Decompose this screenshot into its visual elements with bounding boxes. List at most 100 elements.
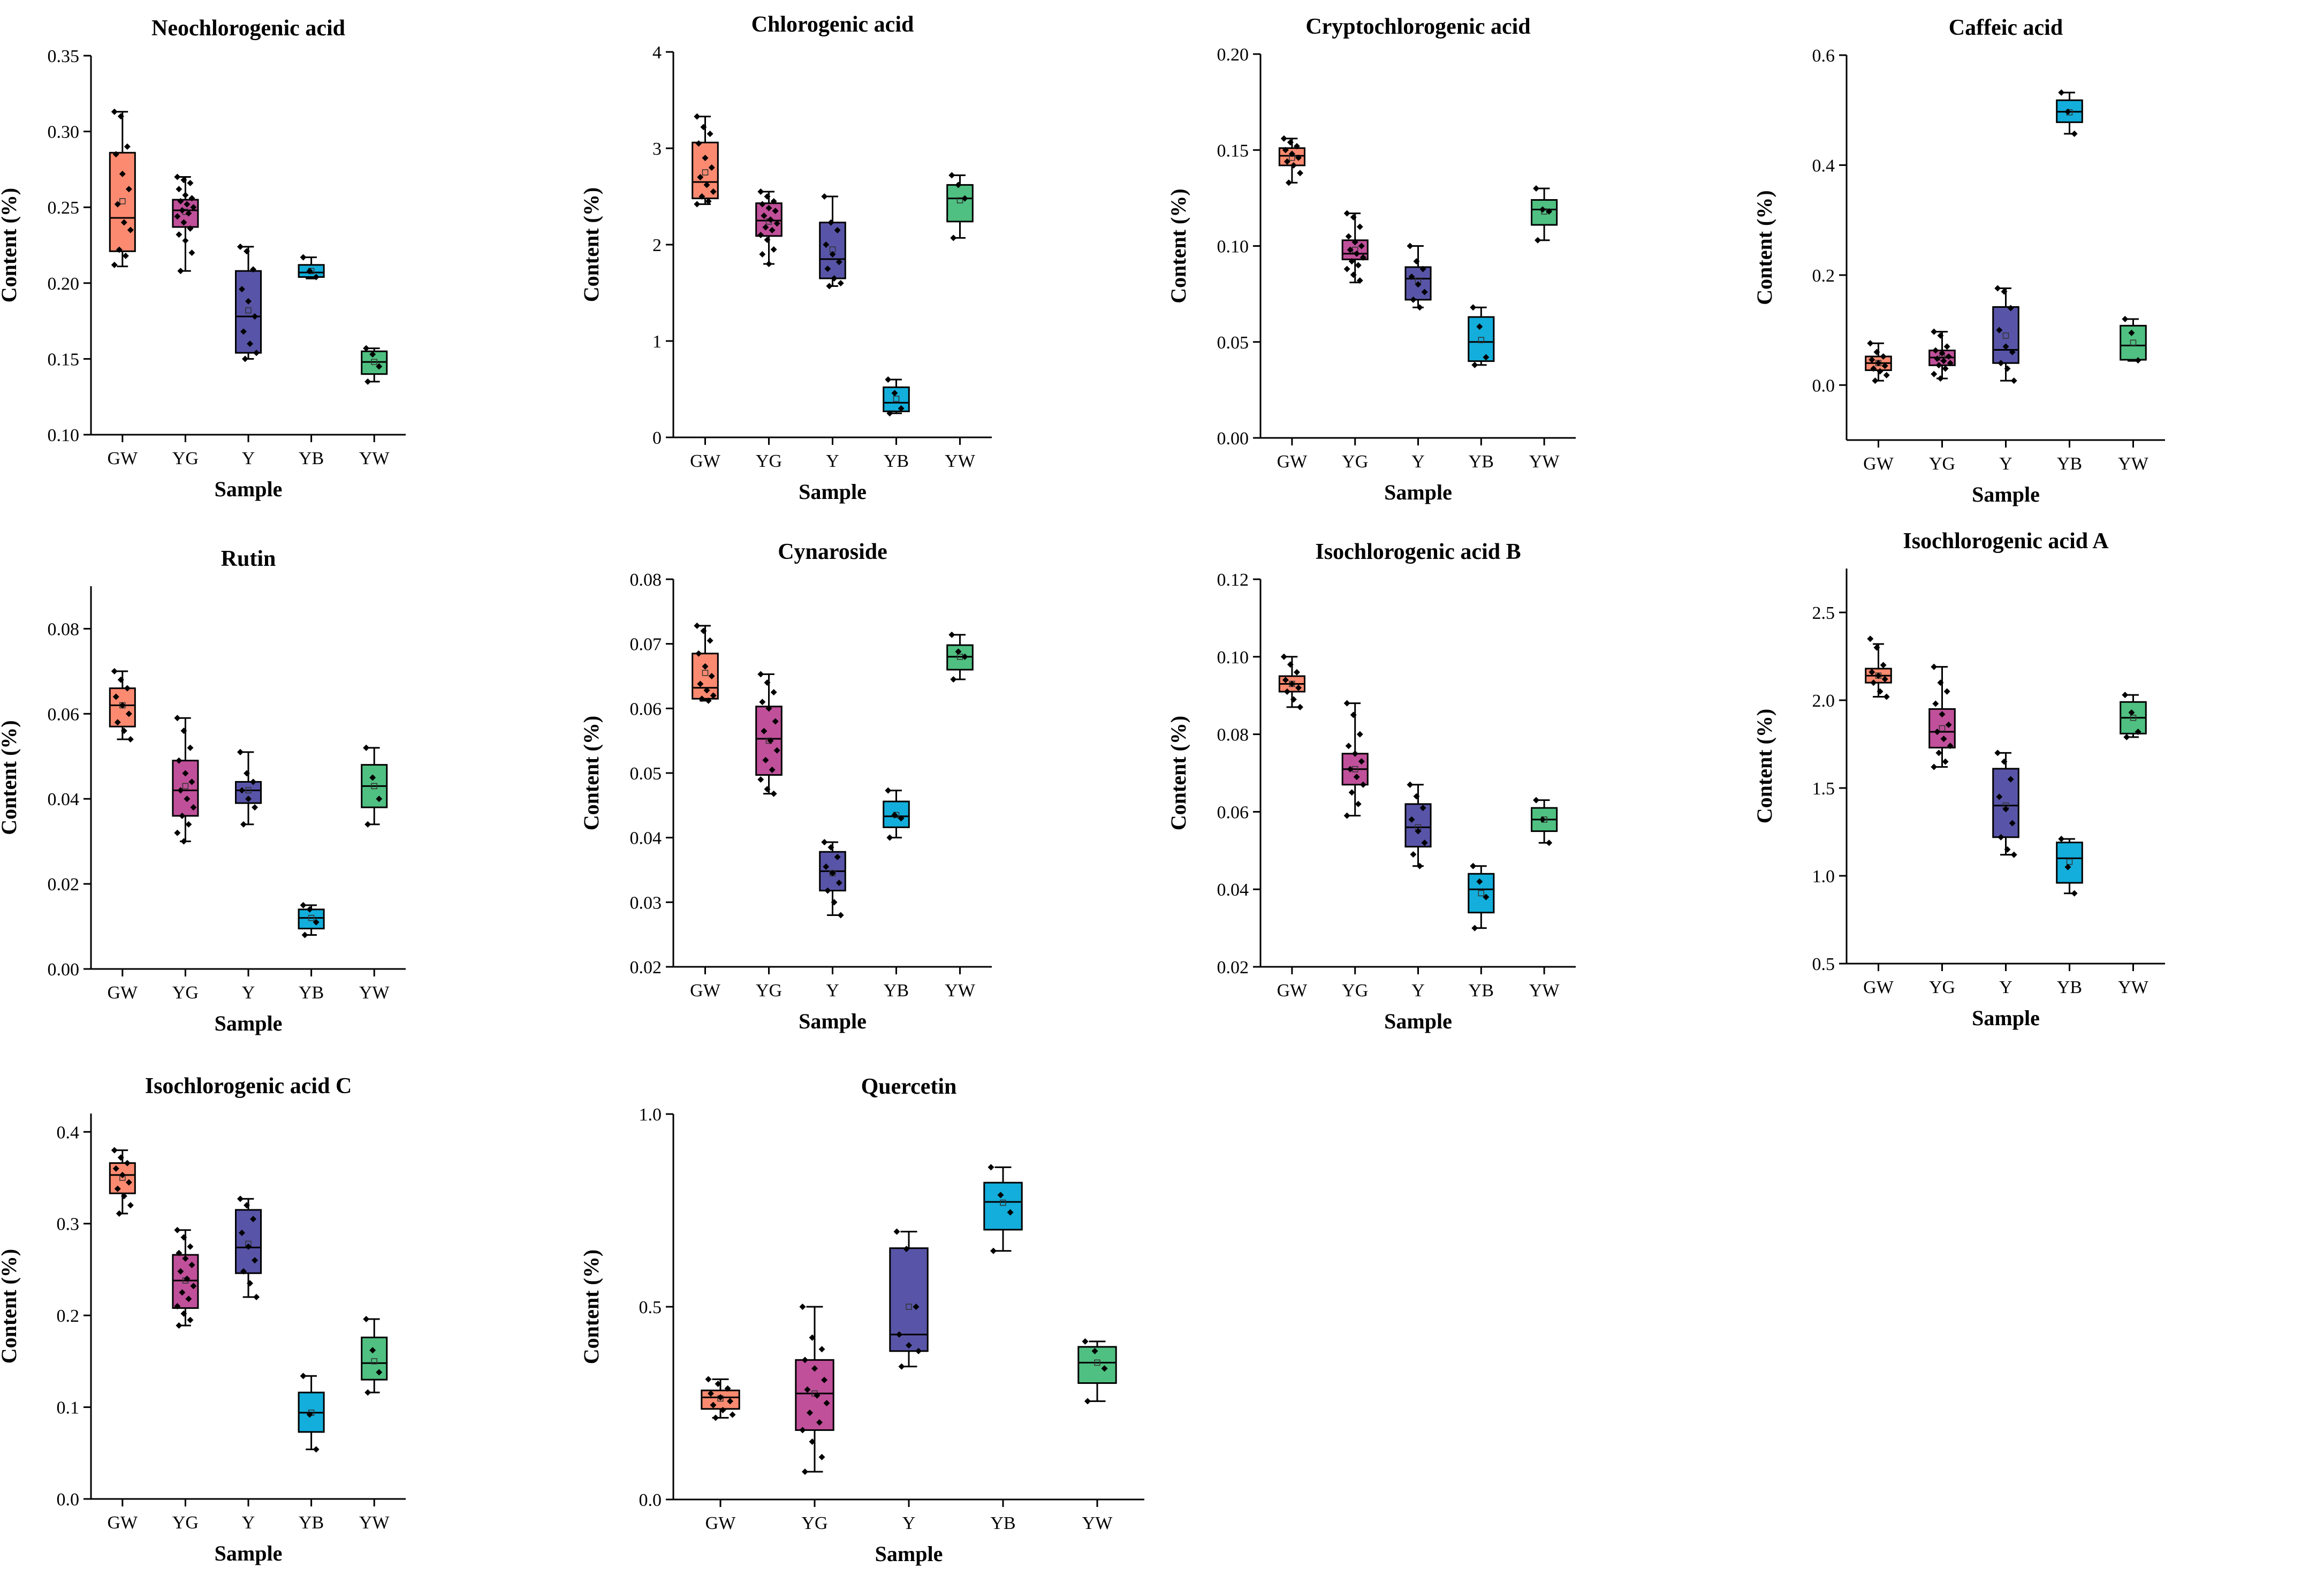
data-point (2128, 329, 2135, 336)
data-point (176, 757, 183, 764)
data-point (1940, 736, 1947, 743)
box-yw (2120, 316, 2147, 364)
data-point (180, 838, 187, 845)
x-tick-label: YG (756, 451, 782, 471)
box-body (889, 1247, 929, 1352)
data-point (1408, 273, 1415, 280)
data-point (821, 193, 828, 200)
y-axis-label: Content (%) (1752, 709, 1776, 823)
data-point (765, 705, 772, 712)
data-point (821, 839, 828, 846)
data-point (767, 737, 774, 744)
data-point (757, 776, 764, 783)
data-point (950, 234, 957, 241)
x-tick-label: GW (107, 449, 138, 468)
data-point (125, 186, 132, 193)
box-body (234, 270, 262, 354)
data-point (174, 173, 181, 180)
data-point (1869, 357, 1875, 363)
data-point (2058, 836, 2065, 843)
data-point (727, 1398, 734, 1405)
y-tick-label: 0.04 (1217, 880, 1249, 900)
data-point (253, 350, 260, 357)
x-tick-label: GW (1277, 452, 1308, 472)
data-point (903, 1246, 910, 1252)
data-point (1290, 162, 1297, 169)
data-point (1937, 332, 1944, 339)
mean-marker (906, 1304, 912, 1310)
data-point (715, 1381, 721, 1387)
data-point (119, 702, 126, 709)
data-point (695, 140, 702, 147)
data-point (707, 131, 713, 137)
box-body (983, 1181, 1023, 1231)
box-yb (298, 1373, 325, 1453)
data-point (885, 787, 892, 794)
data-point (313, 919, 320, 926)
data-point (1282, 677, 1289, 684)
data-point (697, 174, 704, 180)
box-yb (1468, 862, 1495, 931)
data-point (180, 219, 187, 226)
box-gw (1278, 135, 1305, 186)
data-point (1945, 353, 1952, 360)
box-body (172, 1254, 199, 1309)
box-yb (883, 787, 910, 841)
data-point (2004, 365, 2011, 372)
data-point (827, 844, 834, 851)
mean-marker (2066, 859, 2073, 865)
y-tick-label: 0.1 (57, 1398, 80, 1418)
data-point (990, 1247, 997, 1254)
data-point (1413, 793, 1420, 800)
y-tick-label: 0.20 (48, 274, 80, 294)
data-point (1476, 878, 1483, 885)
data-point (804, 1386, 811, 1393)
mean-marker (1478, 890, 1485, 897)
data-point (1293, 669, 1300, 676)
mean-marker (308, 914, 315, 921)
data-point (306, 1411, 313, 1418)
data-point (174, 213, 181, 220)
chart-title: Neochlorogenic acid (151, 16, 345, 41)
box-body (109, 152, 136, 252)
x-axis-label: Sample (1384, 480, 1452, 504)
data-point (1356, 731, 1363, 738)
x-tick-label: YW (1529, 981, 1560, 1001)
data-point (710, 1402, 717, 1408)
box-yw (1531, 185, 1558, 244)
box-yw (2120, 692, 2147, 740)
data-point (240, 821, 247, 828)
data-point (1942, 758, 1949, 765)
data-point (898, 815, 905, 822)
data-point (1940, 358, 1947, 365)
data-point (363, 1316, 370, 1322)
data-point (1416, 304, 1423, 311)
box-yw (946, 631, 974, 683)
data-point (1867, 340, 1874, 347)
box-yb (298, 254, 325, 281)
data-point (117, 113, 124, 120)
data-point (1296, 703, 1303, 710)
data-point (1996, 327, 2003, 334)
data-point (124, 143, 131, 150)
y-tick-label: 0.10 (1217, 648, 1249, 668)
data-point (313, 274, 320, 281)
data-point (1998, 834, 2004, 840)
data-point (761, 728, 768, 734)
data-point (834, 227, 841, 233)
x-tick-label: GW (1863, 454, 1894, 474)
data-point (306, 268, 313, 275)
box-gw (1865, 340, 1892, 384)
chart-panel-9: Isochlorogenic acid C 0.0 0.1 0.2 0.3 0.4 Cont… (0, 1074, 406, 1565)
data-point (111, 261, 118, 268)
data-point (245, 298, 252, 305)
y-tick-label: 0.0 (57, 1490, 80, 1510)
data-point (2071, 130, 2078, 137)
data-point (1351, 750, 1358, 757)
data-point (119, 170, 126, 177)
data-point (773, 747, 780, 754)
x-tick-label: GW (107, 983, 138, 1003)
data-point (770, 246, 777, 253)
y-tick-label: 0.30 (48, 123, 80, 142)
data-point (1877, 368, 1883, 375)
